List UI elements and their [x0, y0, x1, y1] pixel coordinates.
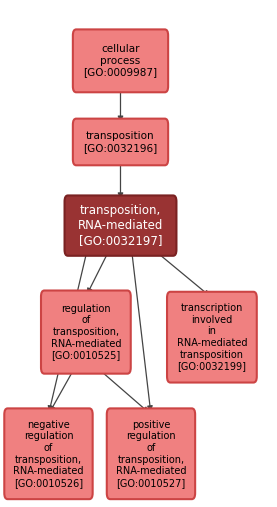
FancyBboxPatch shape [4, 409, 93, 499]
Text: transposition,
RNA-mediated
[GO:0032197]: transposition, RNA-mediated [GO:0032197] [78, 204, 163, 247]
FancyBboxPatch shape [41, 291, 131, 374]
FancyBboxPatch shape [65, 195, 176, 256]
Text: regulation
of
transposition,
RNA-mediated
[GO:0010525]: regulation of transposition, RNA-mediate… [51, 304, 121, 360]
Text: cellular
process
[GO:0009987]: cellular process [GO:0009987] [83, 44, 158, 78]
FancyBboxPatch shape [167, 292, 257, 382]
FancyBboxPatch shape [73, 29, 168, 92]
Text: positive
regulation
of
transposition,
RNA-mediated
[GO:0010527]: positive regulation of transposition, RN… [116, 420, 186, 488]
FancyBboxPatch shape [107, 409, 195, 499]
FancyBboxPatch shape [73, 119, 168, 165]
Text: transposition
[GO:0032196]: transposition [GO:0032196] [83, 131, 158, 153]
Text: negative
regulation
of
transposition,
RNA-mediated
[GO:0010526]: negative regulation of transposition, RN… [13, 420, 84, 488]
Text: transcription
involved
in
RNA-mediated
transposition
[GO:0032199]: transcription involved in RNA-mediated t… [177, 303, 247, 371]
